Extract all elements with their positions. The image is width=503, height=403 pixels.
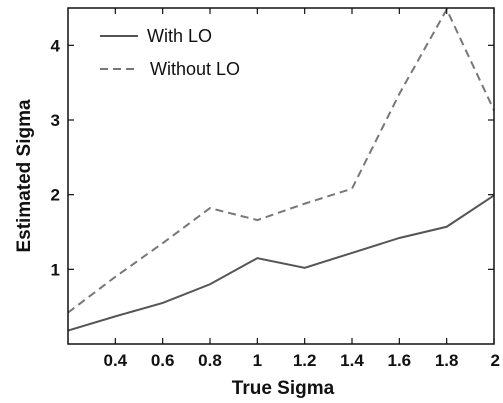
x-tick-label: 1.4 [340, 351, 364, 370]
x-tick-label: 0.8 [198, 351, 222, 370]
plot-frame [67, 7, 495, 345]
x-tick-label: 1.2 [293, 351, 317, 370]
series-line-1 [67, 7, 495, 314]
y-axis-title: Estimated Sigma [14, 99, 35, 253]
x-tick-label: 0.6 [151, 351, 175, 370]
legend: With LO Without LO [100, 26, 240, 79]
series-line-0 [67, 194, 495, 332]
x-tick-label: 1.6 [388, 351, 412, 370]
x-tick-label: 0.4 [104, 351, 128, 370]
y-tick-label: 1 [51, 260, 60, 279]
y-tick-label: 3 [51, 111, 60, 130]
series-layer [67, 7, 495, 332]
legend-label-0: With LO [147, 26, 212, 46]
ticks-layer: 0.4 0.6 0.8 1 1.2 1.4 1.6 1.8 2 1 2 3 4 [51, 8, 500, 370]
y-tick-label: 4 [51, 36, 61, 55]
x-tick-label: 2 [491, 351, 500, 370]
legend-label-1: Without LO [150, 59, 240, 79]
x-tick-label: 1 [253, 351, 262, 370]
y-tick-label: 2 [51, 186, 60, 205]
x-axis-title: True Sigma [232, 378, 335, 399]
x-tick-label: 1.8 [435, 351, 459, 370]
